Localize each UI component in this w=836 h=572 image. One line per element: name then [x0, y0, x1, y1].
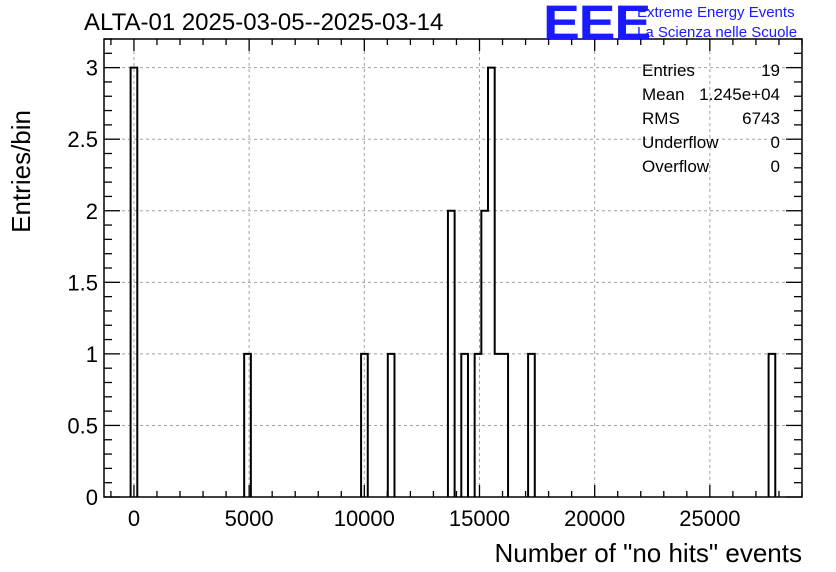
x-tick-label: 5000: [225, 506, 274, 531]
x-tick-label: 15000: [449, 506, 510, 531]
x-axis-label: Number of "no hits" events: [494, 538, 803, 568]
stats-underflow: Underflow 0: [642, 131, 780, 155]
stats-mean-value: 1.245e+04: [699, 85, 780, 104]
y-tick-label: 1.5: [67, 270, 98, 295]
eee-logo-mark: EEE: [543, 0, 651, 50]
histogram-bin: [448, 211, 455, 497]
histogram-bin: [244, 354, 251, 497]
histogram-bin: [769, 354, 776, 497]
histogram-bin: [388, 354, 395, 497]
stats-rms: RMS 6743: [642, 107, 780, 131]
y-tick-label: 0: [86, 485, 98, 510]
y-tick-label: 3: [86, 56, 98, 81]
stats-overflow-value: 0: [770, 157, 780, 176]
stats-box: Entries 19 Mean 1.245e+04 RMS 6743 Under…: [642, 59, 780, 179]
stats-mean: Mean 1.245e+04: [642, 83, 780, 107]
histogram-bin: [475, 354, 482, 497]
histogram-bin: [501, 354, 508, 497]
y-tick-label: 2: [86, 199, 98, 224]
histogram-outline: [129, 66, 777, 497]
logo-line-2: La Scienza nelle Scuole: [637, 24, 798, 41]
x-tick-label: 20000: [564, 506, 625, 531]
stats-underflow-value: 0: [770, 133, 780, 152]
y-tick-label: 0.5: [67, 413, 98, 438]
eee-logo-text: Extreme Energy Events La Scienza nelle S…: [637, 3, 797, 43]
stats-mean-label: Mean: [642, 85, 685, 104]
stats-entries: Entries 19: [642, 59, 780, 83]
histogram-bin: [481, 211, 488, 497]
y-tick-label: 2.5: [67, 127, 98, 152]
stats-overflow: Overflow 0: [642, 155, 780, 179]
logo-line-1: Extreme Energy Events: [637, 4, 795, 21]
stats-overflow-label: Overflow: [642, 157, 710, 176]
chart-title: ALTA-01 2025-03-05--2025-03-14: [84, 9, 444, 36]
stats-rms-value: 6743: [742, 109, 780, 128]
stats-rms-label: RMS: [642, 109, 680, 128]
x-tick-label: 10000: [334, 506, 395, 531]
histogram-bin: [361, 354, 368, 497]
histogram-bin: [131, 68, 138, 497]
histogram-bin: [528, 354, 535, 497]
histogram-bin: [495, 354, 502, 497]
stats-entries-label: Entries: [642, 61, 695, 80]
histogram-bin: [488, 68, 495, 497]
stats-entries-value: 19: [761, 61, 780, 80]
histogram-bin: [461, 354, 468, 497]
x-tick-label: 0: [128, 506, 140, 531]
stats-underflow-label: Underflow: [642, 133, 719, 152]
y-tick-label: 1: [86, 342, 98, 367]
x-tick-label: 25000: [679, 506, 740, 531]
y-axis-label: Entries/bin: [6, 110, 36, 233]
